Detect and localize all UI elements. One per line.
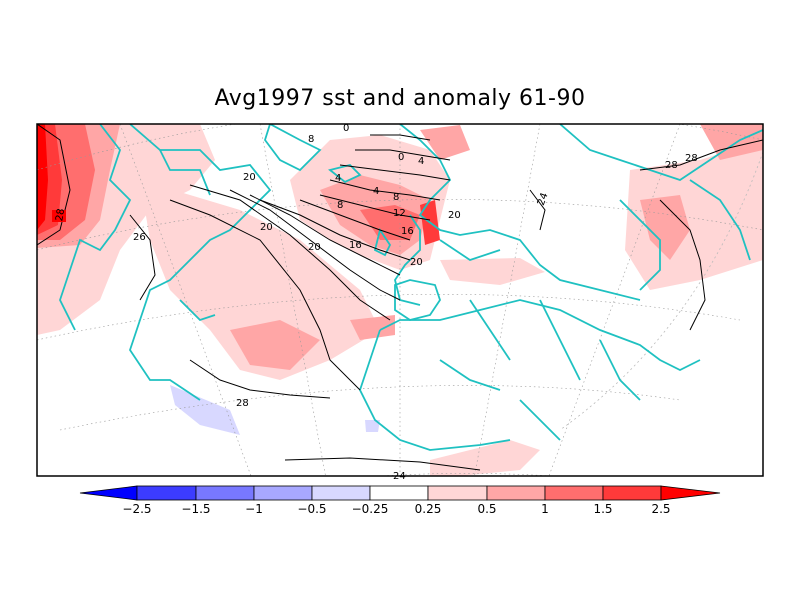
colorbar: −2.5 −1.5 −1 −0.5 −0.25 0.25 0.5 1 1.5 2.5 [79, 485, 721, 516]
contour-label: 28 [665, 160, 678, 171]
colorbar-segment [369, 485, 429, 501]
contour-label: 8 [337, 200, 343, 211]
anomaly-positive-region [440, 258, 545, 285]
anomaly-negative-region [365, 420, 380, 432]
colorbar-tick-label: 0.25 [415, 502, 442, 516]
colorbar-tick-label: −1.5 [181, 502, 210, 516]
contour-label: 20 [410, 257, 423, 268]
contour-label: 20 [448, 210, 461, 221]
anomaly-positive-region [700, 124, 763, 160]
contour-label: 28 [236, 398, 249, 409]
colorbar-tick-label: −0.25 [352, 502, 389, 516]
contour-label: 12 [393, 208, 406, 219]
contour-label: 4 [418, 156, 424, 167]
contour-label: 4 [335, 173, 341, 184]
colorbar-tick-label: 0.5 [477, 502, 496, 516]
colorbar-segment [427, 485, 488, 501]
map-frame [36, 123, 764, 477]
contour-label: 8 [393, 192, 399, 203]
contour-label: 16 [349, 240, 362, 251]
contour-label: 26 [133, 232, 146, 243]
colorbar-tick-label: 1.5 [593, 502, 612, 516]
colorbar-segment [486, 485, 546, 501]
contour-label: 24 [536, 191, 551, 207]
map-title: Avg1997 sst and anomaly 61-90 [214, 86, 586, 111]
anomaly-positive-region [640, 195, 690, 260]
anomaly-positive-region [37, 124, 48, 230]
anomaly-positive-region [350, 315, 395, 340]
colorbar-segment [253, 485, 313, 501]
coastlines [59, 124, 763, 451]
anomaly-negative-region [170, 385, 240, 435]
colorbar-arrow-low [79, 485, 138, 501]
contour-label: 0 [343, 123, 349, 134]
colorbar-arrow-high [660, 485, 721, 501]
colorbar-tick-label: 1 [541, 502, 549, 516]
colorbar-tick-label: −1 [245, 502, 263, 516]
colorbar-segment [195, 485, 255, 501]
contour-label: 16 [401, 226, 414, 237]
colorbar-segment [544, 485, 604, 501]
contour-label: 28 [685, 153, 698, 164]
contour-label: 0 [398, 152, 404, 163]
contour-label: 8 [308, 134, 314, 145]
contour-label: 20 [243, 172, 256, 183]
contour-label: 20 [260, 222, 273, 233]
anomaly-positive-region [360, 205, 420, 240]
colorbar-tick-label: −2.5 [122, 502, 151, 516]
contour-label: 28 [54, 208, 67, 222]
colorbar-tick-label: −0.5 [297, 502, 326, 516]
contour-labels: 28 26 20 20 20 16 16 12 8 8 8 4 4 4 0 0 … [52, 123, 678, 482]
sst-contours [37, 124, 763, 471]
anomaly-positive-region [230, 320, 320, 370]
contour-label: 20 [308, 242, 321, 253]
colorbar-segment [311, 485, 371, 501]
contour-label: 4 [373, 186, 379, 197]
anomaly-positive-region [420, 125, 470, 160]
colorbar-tick-label: 2.5 [651, 502, 670, 516]
colorbar-segment [602, 485, 662, 501]
colorbar-segment [136, 485, 197, 501]
